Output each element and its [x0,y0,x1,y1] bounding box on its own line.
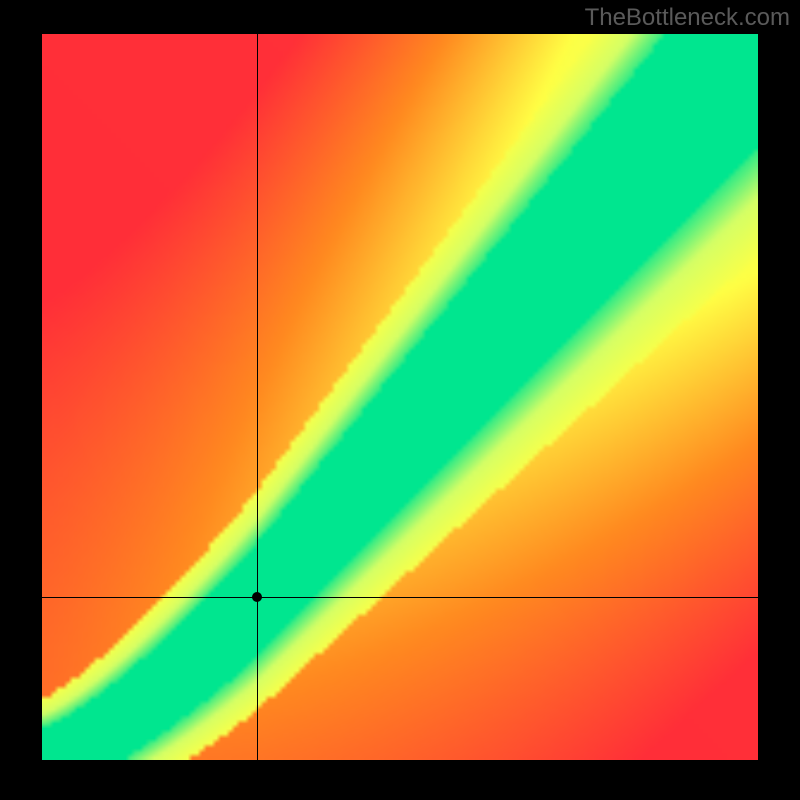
marker-dot [252,592,262,602]
crosshair-horizontal [42,597,758,598]
chart-container: TheBottleneck.com [0,0,800,800]
plot-area [42,34,758,760]
bottleneck-heatmap [42,34,758,760]
crosshair-vertical [257,34,258,760]
watermark-label: TheBottleneck.com [585,4,790,32]
